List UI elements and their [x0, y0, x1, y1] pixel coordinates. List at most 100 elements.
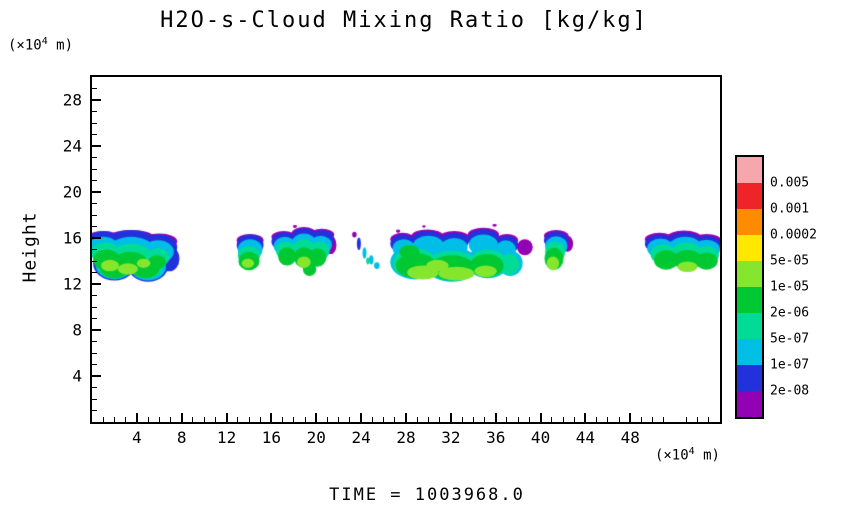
x-minor-tick [113, 417, 115, 422]
y-minor-tick [92, 203, 97, 204]
x-axis-tick-label: 16 [261, 428, 282, 447]
y-axis-tick-label: 24 [62, 136, 82, 156]
x-minor-tick [371, 417, 373, 422]
x-minor-tick [652, 417, 654, 422]
x-minor-tick [439, 417, 441, 422]
x-minor-tick [293, 417, 295, 422]
x-axis-tick-label: 48 [620, 428, 640, 447]
x-major-tick [629, 413, 632, 422]
x-minor-tick [383, 417, 385, 422]
x-minor-tick [427, 417, 429, 422]
x-minor-tick [349, 417, 351, 422]
y-minor-tick [92, 260, 97, 262]
x-minor-tick [125, 417, 127, 422]
x-minor-tick [102, 417, 104, 422]
y-axis-tick-label: 4 [72, 366, 82, 386]
colorbar-tick-label: 1e-07 [770, 357, 810, 373]
y-minor-tick [92, 157, 97, 158]
x-minor-tick [304, 417, 306, 422]
y-axis-tick-label: 20 [62, 182, 82, 202]
chart-title: H2O-s-Cloud Mixing Ratio [kg/kg] [160, 8, 648, 33]
x-major-tick [449, 413, 452, 422]
y-minor-tick [92, 272, 97, 273]
x-major-tick [270, 413, 273, 422]
y-axis-label: Height [19, 211, 41, 283]
y-minor-tick [92, 306, 97, 308]
x-minor-tick [663, 417, 665, 422]
x-major-tick [584, 413, 587, 422]
x-axis-tick-label: 32 [441, 428, 461, 447]
x-minor-tick [259, 417, 261, 422]
y-minor-tick [92, 295, 97, 296]
x-minor-tick [416, 417, 418, 422]
colorbar [735, 155, 764, 419]
x-axis-tick-label: 20 [306, 428, 326, 447]
y-axis-tick-label: 28 [62, 90, 82, 110]
colorbar-segment [737, 313, 762, 339]
x-major-tick [539, 413, 542, 422]
y-major-tick [92, 237, 101, 239]
x-minor-tick [685, 417, 687, 422]
colorbar-segment [737, 183, 762, 209]
colorbar-tick-label: 0.0002 [770, 227, 817, 243]
y-minor-tick [92, 122, 97, 124]
x-minor-tick [472, 417, 474, 422]
y-major-tick [92, 329, 101, 331]
x-minor-tick [147, 417, 149, 422]
x-units-prefix: (×10 [654, 447, 689, 464]
colorbar-tick-label: 2e-08 [770, 383, 810, 399]
x-minor-tick [461, 417, 463, 422]
x-units-suffix: m) [694, 447, 720, 464]
y-minor-tick [92, 226, 97, 227]
colorbar-segment [737, 339, 762, 365]
y-major-tick [92, 191, 101, 193]
x-major-tick [405, 413, 407, 422]
y-major-tick [92, 99, 101, 101]
colorbar-tick-label: 0.001 [770, 201, 810, 217]
x-minor-tick [517, 417, 519, 422]
colorbar-tick-label: 1e-05 [770, 279, 810, 295]
cloud-contour-canvas [92, 77, 720, 422]
x-minor-tick [708, 417, 710, 422]
x-units-exponent: 4 [688, 446, 695, 457]
colorbar-tick-label: 0.005 [770, 175, 810, 191]
x-minor-tick [394, 417, 396, 422]
x-minor-tick [484, 417, 485, 422]
y-minor-tick [92, 180, 97, 181]
x-minor-tick [596, 417, 598, 422]
colorbar-segment [737, 209, 762, 235]
x-minor-tick [618, 417, 620, 422]
x-minor-tick [506, 417, 508, 422]
y-minor-tick [92, 341, 97, 342]
colorbar-tick-label: 5e-07 [770, 331, 810, 347]
x-major-tick [225, 413, 228, 422]
colorbar-segment [737, 365, 762, 391]
y-minor-tick [92, 387, 97, 388]
y-major-tick [92, 145, 101, 147]
x-minor-tick [237, 417, 239, 422]
colorbar-segment [737, 391, 762, 417]
x-axis-tick-label: 24 [351, 428, 371, 447]
x-minor-tick [551, 417, 553, 422]
y-minor-tick [92, 134, 97, 135]
y-axis-tick-label: 12 [62, 274, 82, 294]
x-minor-tick [562, 417, 564, 422]
colorbar-tick-label: 2e-06 [770, 305, 810, 321]
x-minor-tick [248, 417, 250, 422]
x-axis-tick-label: 28 [396, 428, 416, 447]
x-minor-tick [214, 417, 216, 422]
x-axis-tick-label: 4 [132, 428, 142, 447]
y-minor-tick [92, 364, 97, 365]
y-major-tick [92, 283, 101, 285]
colorbar-segment [737, 235, 762, 261]
y-minor-tick [92, 214, 97, 216]
x-major-tick [315, 413, 318, 422]
x-minor-tick [573, 417, 575, 422]
colorbar-segment [737, 261, 762, 287]
y-minor-tick [92, 88, 97, 89]
x-minor-tick [203, 417, 205, 422]
x-axis-tick-label: 36 [486, 428, 506, 447]
y-axis-tick-label: 8 [72, 320, 82, 340]
x-axis-tick-label: 40 [530, 428, 551, 447]
